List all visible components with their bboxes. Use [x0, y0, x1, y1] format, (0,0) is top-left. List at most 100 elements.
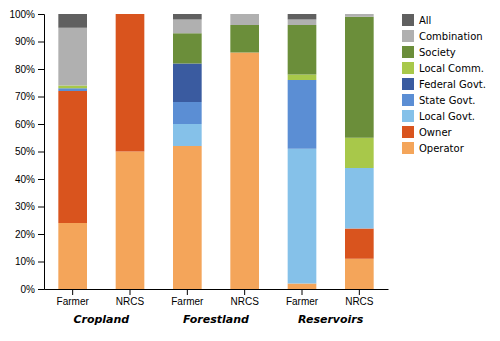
tick-label: 60%: [15, 119, 35, 130]
bar-segment: [173, 20, 202, 34]
legend-item: State Govt.: [402, 94, 476, 106]
bar-segment: [288, 20, 317, 26]
tick-mark: [38, 207, 44, 208]
bar-segment: [116, 14, 145, 15]
bar-segment: [58, 86, 87, 89]
tick: 80%: [15, 64, 44, 75]
legend-label: Combination: [419, 31, 483, 42]
tick: 40%: [15, 174, 44, 185]
bar-segment: [116, 14, 145, 152]
bar-segment: [173, 102, 202, 124]
tick-label: 40%: [15, 174, 35, 185]
bar-segment: [345, 14, 374, 15]
tick: 90%: [15, 36, 44, 47]
tick-label: NRCS: [116, 296, 145, 307]
tick-label: Farmer: [171, 296, 204, 307]
bar-segment: [173, 14, 202, 20]
series: [173, 124, 374, 284]
tick-mark: [302, 289, 303, 295]
legend-swatch: [402, 14, 414, 26]
bar-segment: [230, 14, 259, 15]
series: [58, 14, 316, 28]
legend-swatch: [402, 78, 414, 90]
tick-label: 100%: [9, 9, 35, 20]
legend-label: Society: [419, 47, 456, 58]
legend-item: Local Govt.: [402, 110, 475, 122]
tick: 100%: [9, 9, 44, 20]
legend-label: All: [419, 15, 431, 26]
tick-mark: [38, 69, 44, 70]
tick: 10%: [15, 256, 44, 267]
bar-segment: [58, 223, 87, 289]
bars: [58, 14, 373, 289]
tick-mark: [130, 289, 131, 295]
series: [173, 64, 202, 103]
bar-segment: [288, 25, 317, 75]
legend-item: Society: [402, 46, 456, 58]
tick: NRCS: [345, 289, 374, 307]
tick-mark: [38, 14, 44, 15]
tick-mark: [38, 289, 44, 290]
legend-swatch: [402, 94, 414, 106]
series: [58, 53, 373, 290]
tick: Farmer: [57, 289, 90, 307]
series: [173, 17, 374, 138]
tick-label: 30%: [15, 201, 35, 212]
tick: 70%: [15, 91, 44, 102]
bar-segment: [116, 14, 145, 15]
y-axis: 0% 10% 20% 30% 40% 50% 60% 70% 80% 90% 100%: [9, 9, 44, 295]
tick-mark: [38, 124, 44, 125]
bar-segment: [58, 28, 87, 86]
legend-swatch: [402, 30, 414, 42]
tick-label: 10%: [15, 256, 35, 267]
bar-segment: [288, 80, 317, 149]
bar-segment: [230, 53, 259, 290]
legend-swatch: [402, 62, 414, 74]
legend: All Combination Society Local Comm. Federal …: [402, 14, 486, 154]
bar-segment: [116, 14, 145, 15]
series: [58, 14, 373, 259]
bar-segment: [230, 25, 259, 53]
group-label: Cropland: [73, 313, 129, 326]
legend-swatch: [402, 142, 414, 154]
chart: 0% 10% 20% 30% 40% 50% 60% 70% 80% 90% 100% Farmer N…: [0, 0, 500, 341]
bar-segment: [345, 259, 374, 289]
tick: NRCS: [116, 289, 145, 307]
series: [58, 75, 373, 169]
legend-label: Federal Govt.: [419, 79, 486, 90]
bar-segment: [58, 88, 87, 91]
legend-label: Local Comm.: [419, 63, 484, 74]
tick-label: 20%: [15, 229, 35, 240]
tick-mark: [38, 152, 44, 153]
tick-mark: [244, 289, 245, 295]
bar-segment: [288, 14, 317, 20]
axis-line: [38, 15, 45, 290]
group-label: Reservoirs: [298, 313, 364, 326]
tick-mark: [38, 262, 44, 263]
bar-segment: [345, 17, 374, 138]
tick: 0%: [21, 284, 44, 295]
tick-label: 50%: [15, 146, 35, 157]
tick-label: 80%: [15, 64, 35, 75]
tick-label: 70%: [15, 91, 35, 102]
bar-segment: [116, 14, 145, 15]
bar-segment: [345, 138, 374, 168]
bar-segment: [116, 14, 145, 15]
tick: 20%: [15, 229, 44, 240]
legend-swatch: [402, 126, 414, 138]
legend-item: Federal Govt.: [402, 78, 486, 90]
bar-segment: [345, 14, 374, 17]
tick-mark: [359, 289, 360, 295]
tick-mark: [38, 234, 44, 235]
tick-label: NRCS: [230, 296, 259, 307]
series: [58, 14, 373, 86]
tick: 60%: [15, 119, 44, 130]
bar-segment: [116, 14, 145, 15]
x-axis: Farmer NRCS Farmer NRCS Farmer NRCS: [45, 289, 389, 307]
tick-label: Farmer: [57, 296, 90, 307]
tick-mark: [38, 97, 44, 98]
legend-swatch: [402, 110, 414, 122]
tick-label: Farmer: [286, 296, 319, 307]
legend-label: Owner: [419, 127, 453, 138]
tick: NRCS: [230, 289, 259, 307]
